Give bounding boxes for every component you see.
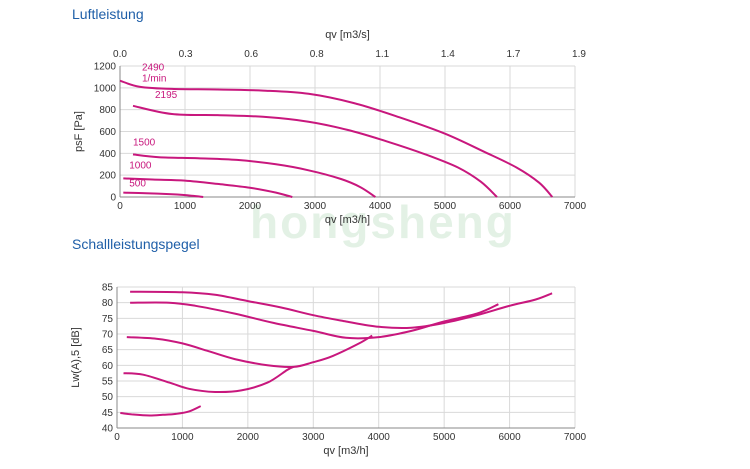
watermark: hongsheng [250, 196, 516, 248]
curve-1000 [123, 177, 293, 198]
curve-2195 [132, 104, 498, 198]
speed-unit-label: 1/min [142, 74, 166, 85]
x2-tick-label: 0.6 [244, 49, 258, 60]
x-tick-label: 6000 [498, 432, 521, 443]
x2-tick-label: 0.3 [179, 49, 193, 60]
x-tick-label: 0 [114, 432, 120, 443]
y-tick-label: 45 [102, 408, 114, 419]
x-tick-label: 2000 [239, 201, 262, 212]
y-axis-label: Lw(A),5 [dB] [70, 327, 82, 388]
x-tick-label: 5000 [433, 432, 456, 443]
x2-axis-label: qv [m3/s] [325, 29, 370, 41]
x-tick-label: 1000 [171, 432, 194, 443]
curve-label-1500: 1500 [133, 137, 156, 148]
x-tick-label: 2000 [237, 432, 260, 443]
x-tick-label: 4000 [368, 432, 391, 443]
curve-1000 [123, 365, 295, 394]
curve-2490 [119, 79, 554, 198]
watermark-text: hongsheng [250, 196, 516, 248]
y-tick-label: 200 [99, 171, 116, 182]
x-tick-label: 3000 [304, 201, 327, 212]
x-tick-label: 6000 [499, 201, 522, 212]
y-tick-label: 0 [110, 193, 116, 204]
x-tick-label: 0 [117, 201, 123, 212]
curve-500 [123, 191, 204, 198]
y-tick-label: 50 [102, 392, 114, 403]
x-tick-label: 5000 [434, 201, 457, 212]
x-tick-label: 7000 [564, 432, 587, 443]
curve-label-500: 500 [129, 179, 146, 190]
y-tick-label: 85 [102, 283, 114, 294]
x-axis-label: qv [m3/h] [325, 214, 370, 226]
y-tick-label: 1200 [94, 62, 117, 73]
x-tick-label: 7000 [564, 201, 587, 212]
y-tick-label: 65 [102, 345, 114, 356]
y-tick-label: 80 [102, 298, 114, 309]
y-tick-label: 70 [102, 330, 114, 341]
curve-label-2490: 2490 [142, 63, 165, 74]
air-performance-title: Luftleistung [72, 6, 144, 22]
x2-tick-label: 1.4 [441, 49, 455, 60]
x2-tick-label: 1.1 [375, 49, 389, 60]
y-tick-label: 600 [99, 127, 116, 138]
y-tick-label: 75 [102, 314, 114, 325]
sound-power-title: Schallleistungspegel [72, 236, 200, 252]
curve-1500 [126, 334, 373, 369]
curve-2195 [130, 301, 499, 340]
y-tick-label: 40 [102, 424, 114, 435]
y-axis-label: psF [Pa] [73, 111, 85, 152]
y-tick-label: 55 [102, 377, 114, 388]
x-axis-label: qv [m3/h] [323, 445, 368, 457]
y-tick-label: 60 [102, 361, 114, 372]
x-tick-label: 1000 [174, 201, 197, 212]
x2-tick-label: 1.9 [572, 49, 586, 60]
sound-power-chart: 0 1000 2000 3000 4000 5000 6000 7000 40 45 50 55 60 6… [70, 283, 587, 458]
curve-500 [120, 405, 202, 417]
curve-2490 [130, 290, 553, 329]
x-tick-label: 3000 [302, 432, 325, 443]
curve-1500 [132, 153, 376, 198]
air-performance-chart: 0 1000 2000 3000 4000 5000 6000 7000 0 200 400 600 8… [73, 29, 587, 226]
x2-tick-label: 1.7 [506, 49, 520, 60]
curve-label-2195: 2195 [155, 90, 178, 101]
x-tick-label: 4000 [369, 201, 392, 212]
curve-label-1000: 1000 [129, 160, 152, 171]
y-tick-label: 1000 [94, 83, 117, 94]
y-tick-label: 800 [99, 105, 116, 116]
y-tick-label: 400 [99, 149, 116, 160]
x2-tick-label: 0.0 [113, 49, 127, 60]
x2-tick-label: 0.8 [310, 49, 324, 60]
